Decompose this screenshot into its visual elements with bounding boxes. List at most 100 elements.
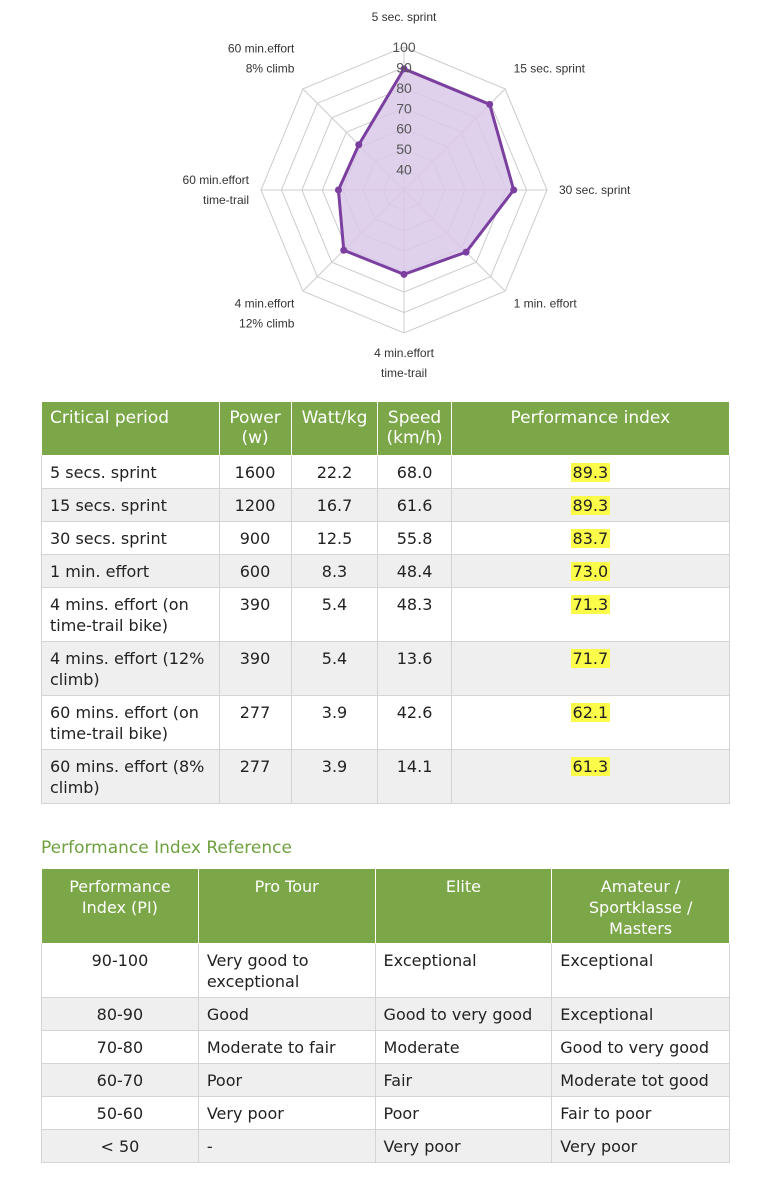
speed-cell: 48.4 xyxy=(377,554,452,588)
table-row: 4 mins. effort (on time-trail bike) 390 … xyxy=(41,587,731,642)
col-header-power: Power (w) xyxy=(218,401,292,456)
performance-index-cell: 89.3 xyxy=(450,455,731,489)
amateur-cell: Moderate tot good xyxy=(551,1063,730,1097)
radar-axis-label: 15 sec. sprint xyxy=(514,61,586,75)
watt-kg-cell: 22.2 xyxy=(290,455,379,489)
reference-header-row: Performance Index (PI) Pro Tour Elite Am… xyxy=(41,868,730,944)
results-table: Critical period Power (w) Watt/kg Speed … xyxy=(41,401,731,804)
performance-index-highlight: 71.7 xyxy=(570,649,611,668)
performance-index-highlight: 89.3 xyxy=(570,496,611,515)
pi-range-cell: 90-100 xyxy=(41,943,199,998)
power-cell: 600 xyxy=(218,554,292,588)
col-header-speed: Speed (km/h) xyxy=(377,401,452,456)
critical-period-cell: 1 min. effort xyxy=(41,554,220,588)
watt-kg-cell: 12.5 xyxy=(290,521,379,555)
radar-tick-label: 80 xyxy=(396,80,412,96)
radar-data-point xyxy=(355,141,363,149)
speed-cell: 61.6 xyxy=(377,488,452,522)
speed-cell: 13.6 xyxy=(377,641,452,696)
power-cell: 277 xyxy=(218,695,292,750)
watt-kg-cell: 16.7 xyxy=(290,488,379,522)
table-row: 15 secs. sprint 1200 16.7 61.6 89.3 xyxy=(41,488,731,522)
elite-cell: Good to very good xyxy=(374,997,553,1031)
watt-kg-cell: 3.9 xyxy=(290,749,379,804)
col-header-critical-period: Critical period xyxy=(41,401,220,456)
pi-range-cell: 70-80 xyxy=(41,1030,199,1064)
radar-data-point xyxy=(400,270,408,278)
radar-axis-label: 4 min.effort xyxy=(374,346,434,360)
performance-index-cell: 89.3 xyxy=(450,488,731,522)
radar-data-point xyxy=(462,248,470,256)
radar-tick-label: 70 xyxy=(396,100,412,116)
performance-index-highlight: 89.3 xyxy=(570,463,611,482)
table-row: 80-90 Good Good to very good Exceptional xyxy=(41,997,730,1031)
watt-kg-cell: 3.9 xyxy=(290,695,379,750)
critical-period-cell: 15 secs. sprint xyxy=(41,488,220,522)
radar-axis-label: 60 min.effort xyxy=(228,41,295,55)
speed-cell: 68.0 xyxy=(377,455,452,489)
performance-index-cell: 71.3 xyxy=(450,587,731,642)
radar-axis-label: 4 min.effort xyxy=(235,297,295,311)
radar-tick-label: 90 xyxy=(396,59,412,75)
critical-period-cell: 4 mins. effort (on time-trail bike) xyxy=(41,587,220,642)
elite-cell: Moderate xyxy=(374,1030,553,1064)
table-row: < 50 - Very poor Very poor xyxy=(41,1129,730,1163)
radar-series-area xyxy=(336,67,516,276)
radar-data-point xyxy=(334,186,342,194)
radar-axis-label: time-trail xyxy=(203,193,249,207)
performance-index-cell: 83.7 xyxy=(450,521,731,555)
performance-index-highlight: 83.7 xyxy=(570,529,611,548)
radar-data-point xyxy=(400,65,408,73)
speed-cell: 48.3 xyxy=(377,587,452,642)
power-cell: 390 xyxy=(218,641,292,696)
elite-cell: Fair xyxy=(374,1063,553,1097)
reference-table: Performance Index (PI) Pro Tour Elite Am… xyxy=(41,868,730,1163)
radar-tick-label: 60 xyxy=(396,121,412,137)
speed-cell: 42.6 xyxy=(377,695,452,750)
critical-period-cell: 5 secs. sprint xyxy=(41,455,220,489)
radar-tick-label: 40 xyxy=(396,162,412,178)
radar-axis-label: 12% climb xyxy=(239,317,295,331)
col-header-watt-kg: Watt/kg xyxy=(290,401,379,456)
results-header-row: Critical period Power (w) Watt/kg Speed … xyxy=(41,401,731,456)
table-row: 60-70 Poor Fair Moderate tot good xyxy=(41,1063,730,1097)
critical-period-cell: 30 secs. sprint xyxy=(41,521,220,555)
col-header-pi: Performance Index (PI) xyxy=(41,868,199,944)
col-header-performance-index: Performance index xyxy=(450,401,731,456)
watt-kg-cell: 5.4 xyxy=(290,587,379,642)
power-cell: 390 xyxy=(218,587,292,642)
col-header-elite: Elite xyxy=(374,868,553,944)
speed-cell: 14.1 xyxy=(377,749,452,804)
critical-period-cell: 4 mins. effort (12% climb) xyxy=(41,641,220,696)
table-row: 70-80 Moderate to fair Moderate Good to … xyxy=(41,1030,730,1064)
pro-tour-cell: Moderate to fair xyxy=(197,1030,376,1064)
table-row: 60 mins. effort (8% climb) 277 3.9 14.1 … xyxy=(41,749,731,804)
elite-cell: Poor xyxy=(374,1096,553,1130)
table-row: 90-100 Very good to exceptional Exceptio… xyxy=(41,943,730,998)
table-row: 60 mins. effort (on time-trail bike) 277… xyxy=(41,695,731,750)
radar-data-point xyxy=(486,100,494,108)
radar-tick-label: 50 xyxy=(396,141,412,157)
amateur-cell: Fair to poor xyxy=(551,1096,730,1130)
power-cell: 277 xyxy=(218,749,292,804)
pro-tour-cell: Very good to exceptional xyxy=(197,943,376,998)
radar-data-point xyxy=(510,186,518,194)
pi-range-cell: < 50 xyxy=(41,1129,199,1163)
performance-index-cell: 61.3 xyxy=(450,749,731,804)
pro-tour-cell: Good xyxy=(197,997,376,1031)
table-row: 5 secs. sprint 1600 22.2 68.0 89.3 xyxy=(41,455,731,489)
pi-range-cell: 80-90 xyxy=(41,997,199,1031)
performance-index-highlight: 73.0 xyxy=(570,562,611,581)
table-row: 1 min. effort 600 8.3 48.4 73.0 xyxy=(41,554,731,588)
critical-period-cell: 60 mins. effort (8% climb) xyxy=(41,749,220,804)
elite-cell: Exceptional xyxy=(374,943,553,998)
performance-index-cell: 62.1 xyxy=(450,695,731,750)
radar-axis-label: 8% climb xyxy=(246,61,295,75)
speed-cell: 55.8 xyxy=(377,521,452,555)
pi-range-cell: 50-60 xyxy=(41,1096,199,1130)
radar-axis-label: 30 sec. sprint xyxy=(559,183,631,197)
radar-data-point xyxy=(340,246,348,254)
elite-cell: Very poor xyxy=(374,1129,553,1163)
radar-tick-label: 100 xyxy=(392,39,416,55)
table-row: 50-60 Very poor Poor Fair to poor xyxy=(41,1096,730,1130)
